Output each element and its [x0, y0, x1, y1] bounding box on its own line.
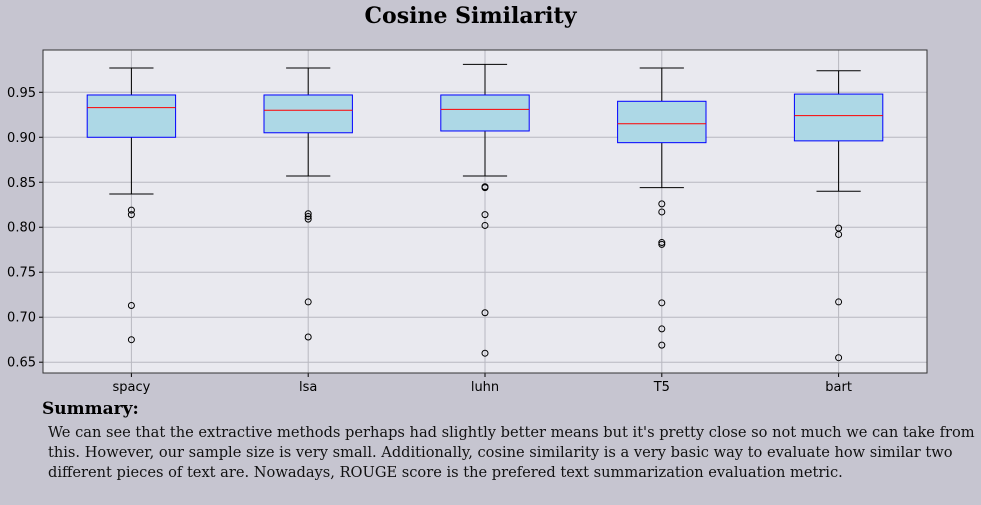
outlier-point — [481, 184, 489, 192]
box-spacy — [86, 94, 177, 138]
y-tick-label: 0.85 — [7, 176, 36, 191]
plot-frame — [42, 49, 928, 374]
outlier-point — [304, 212, 312, 220]
y-tick-label: 0.90 — [7, 131, 36, 146]
box-luhn — [440, 94, 530, 132]
summary-text: We can see that the extractive methods p… — [48, 424, 975, 481]
outlier-point — [481, 211, 489, 219]
y-tick-label: 0.65 — [7, 356, 36, 371]
x-tick-label: T5 — [653, 380, 670, 395]
y-tick-label: 0.95 — [7, 86, 36, 101]
box-lsa — [263, 94, 353, 134]
chart-title: Cosine Similarity — [364, 3, 577, 29]
outlier-point — [127, 302, 135, 310]
summary-heading: Summary: — [42, 399, 139, 419]
outlier-point — [658, 208, 666, 216]
outlier-point — [658, 240, 666, 248]
outlier-point — [304, 298, 312, 306]
x-tick-label: bart — [825, 380, 852, 395]
box-T5 — [617, 100, 707, 144]
box-bart — [793, 93, 884, 142]
y-tick-label: 0.70 — [7, 311, 36, 326]
outlier-point — [127, 206, 135, 214]
x-tick-label: lsa — [299, 380, 317, 395]
outlier-point — [304, 333, 312, 341]
y-tick-label: 0.75 — [7, 266, 36, 281]
outlier-point — [835, 298, 843, 306]
outlier-point — [304, 210, 312, 218]
outlier-point — [127, 336, 135, 344]
outlier-point — [304, 215, 312, 223]
outlier-point — [127, 211, 135, 219]
outlier-point — [835, 230, 843, 238]
box-plot-chart: 0.65 0.70 0.75 0.80 0.85 0.90 0.95 spacy lsa luhn… — [7, 49, 928, 395]
outlier-point — [481, 221, 489, 229]
outlier-point — [481, 309, 489, 317]
x-tick-label: spacy — [112, 380, 150, 395]
outlier-point — [835, 354, 843, 362]
outlier-point — [481, 349, 489, 357]
y-tick-label: 0.80 — [7, 221, 36, 236]
outlier-point — [658, 200, 666, 208]
x-tick-label: luhn — [471, 380, 499, 395]
outlier-point — [658, 341, 666, 349]
outlier-point — [658, 299, 666, 307]
outlier-point — [658, 325, 666, 333]
